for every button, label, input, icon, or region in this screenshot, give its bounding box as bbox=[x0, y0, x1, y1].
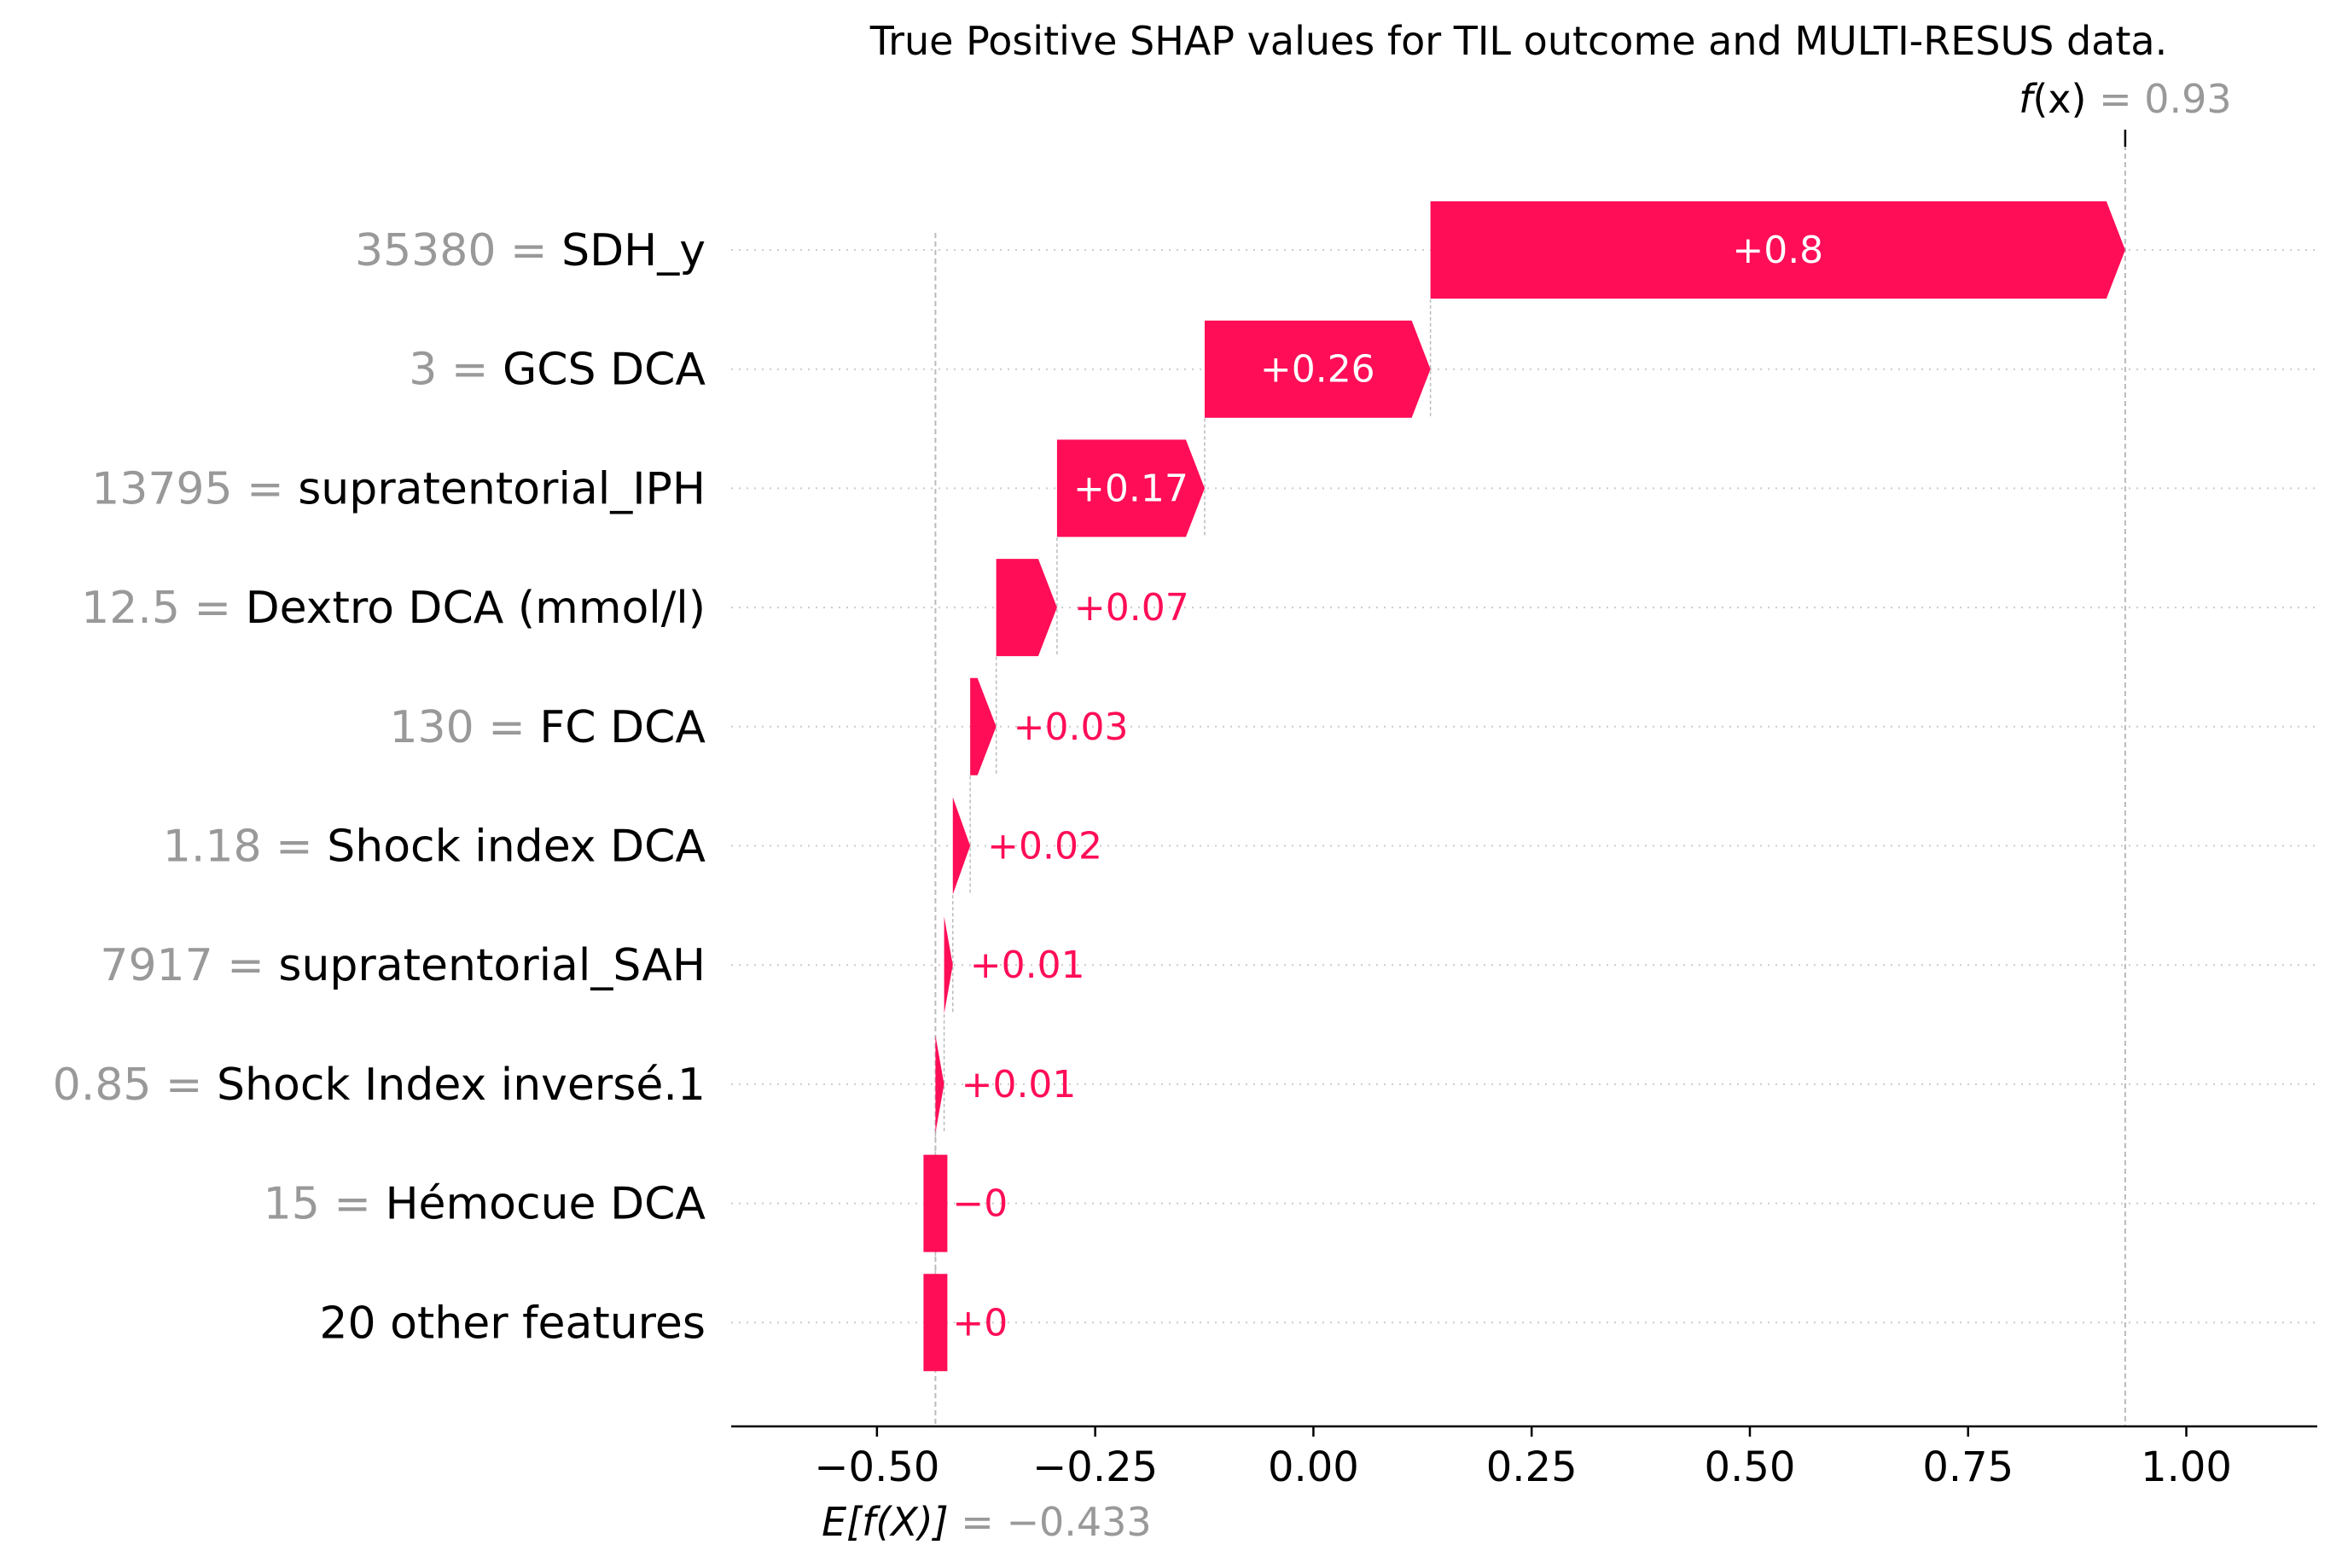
feature-name: FC DCA bbox=[539, 702, 706, 753]
feature-label: 35380 = SDH_y bbox=[355, 225, 706, 276]
efx-value: = −0.433 bbox=[949, 1499, 1152, 1545]
waterfall-bar bbox=[1204, 320, 1431, 418]
bar-value-label: +0.01 bbox=[962, 1063, 1077, 1106]
feature-label: 13795 = supratentorial_IPH bbox=[91, 463, 706, 514]
feature-label: 15 = Hémocue DCA bbox=[264, 1179, 706, 1230]
waterfall-bar bbox=[996, 559, 1057, 657]
bar-value-label: +0.17 bbox=[1073, 467, 1188, 510]
feature-name: supratentorial_SAH bbox=[278, 940, 706, 991]
x-axis: −0.50 −0.25 0.00 0.25 0.50 0.75 1.00 bbox=[731, 1425, 2317, 1491]
annotations: f(x) = 0.93 E[f(X)] = −0.433 bbox=[822, 76, 2232, 1545]
waterfall-bar bbox=[952, 797, 971, 895]
x-tick-label: 0.00 bbox=[1268, 1443, 1359, 1491]
bar-value-label: +0 bbox=[952, 1301, 1008, 1344]
waterfall-bar bbox=[923, 1154, 948, 1252]
feature-label: 1.18 = Shock index DCA bbox=[163, 822, 706, 873]
waterfall-bar bbox=[923, 1274, 948, 1372]
feature-name: Shock index DCA bbox=[327, 822, 706, 873]
efx-annotation: E[f(X)] = −0.433 bbox=[822, 1499, 1152, 1545]
feature-value: 0.85 = bbox=[53, 1060, 217, 1111]
x-tick-label: 1.00 bbox=[2141, 1443, 2232, 1491]
feature-label: 12.5 = Dextro DCA (mmol/l) bbox=[81, 583, 706, 634]
bar-value-label: +0.02 bbox=[987, 825, 1102, 868]
feature-label: 7917 = supratentorial_SAH bbox=[100, 940, 706, 991]
feature-label: 3 = GCS DCA bbox=[409, 345, 706, 396]
feature-label: 0.85 = Shock Index inversé.1 bbox=[53, 1060, 706, 1111]
bar-value-label: −0 bbox=[952, 1182, 1008, 1226]
chart-title: True Positive SHAP values for TIL outcom… bbox=[869, 18, 2167, 64]
fx-annotation: f(x) = 0.93 bbox=[2019, 76, 2232, 122]
waterfall-bar bbox=[944, 916, 953, 1014]
waterfall-bar bbox=[1430, 201, 2125, 299]
fx-paren: (x) bbox=[2032, 76, 2086, 122]
x-tick-label: −0.50 bbox=[814, 1443, 939, 1491]
bar-value-label: +0.01 bbox=[970, 944, 1085, 987]
feature-value: 3 = bbox=[409, 345, 503, 396]
bars-group: +0.8 +0.26 +0.17 +0.07 +0.03 +0.02 +0.01 +0.01 −… bbox=[923, 201, 2125, 1372]
grid-lines bbox=[731, 130, 2317, 1426]
feature-name: GCS DCA bbox=[503, 345, 706, 396]
waterfall-bar bbox=[970, 677, 997, 775]
feature-value: 7917 = bbox=[100, 940, 278, 991]
feature-name: supratentorial_IPH bbox=[298, 463, 706, 514]
x-tick-label: 0.50 bbox=[1705, 1443, 1796, 1491]
bar-value-label: +0.07 bbox=[1074, 586, 1189, 630]
feature-name: Hémocue DCA bbox=[385, 1179, 706, 1230]
feature-value: 130 = bbox=[389, 702, 539, 753]
efx-symbol: E[f(X)] bbox=[822, 1499, 949, 1545]
bar-value-label: +0.8 bbox=[1732, 229, 1823, 272]
feature-value: 15 = bbox=[264, 1179, 386, 1230]
x-tick-label: 0.75 bbox=[1922, 1443, 2014, 1491]
feature-name: SDH_y bbox=[561, 225, 706, 276]
fx-value: = 0.93 bbox=[2086, 76, 2231, 122]
feature-label: 130 = FC DCA bbox=[389, 702, 706, 753]
feature-name: Dextro DCA (mmol/l) bbox=[246, 583, 706, 634]
bar-value-label: +0.03 bbox=[1014, 706, 1129, 749]
feature-name: Shock Index inversé.1 bbox=[217, 1060, 706, 1111]
feature-value: 35380 = bbox=[355, 225, 561, 276]
feature-value: 13795 = bbox=[91, 463, 298, 514]
bar-value-label: +0.26 bbox=[1260, 348, 1375, 392]
x-tick-label: 0.25 bbox=[1486, 1443, 1578, 1491]
feature-labels: 35380 = SDH_y 3 = GCS DCA 13795 = supraten… bbox=[53, 225, 706, 1349]
feature-value: 1.18 = bbox=[163, 822, 327, 873]
feature-value: 12.5 = bbox=[81, 583, 245, 634]
feature-label: 20 other features bbox=[319, 1298, 706, 1349]
feature-name: 20 other features bbox=[319, 1298, 706, 1349]
waterfall-bar bbox=[935, 1035, 944, 1133]
x-tick-label: −0.25 bbox=[1032, 1443, 1158, 1491]
waterfall-bar bbox=[1056, 439, 1205, 537]
